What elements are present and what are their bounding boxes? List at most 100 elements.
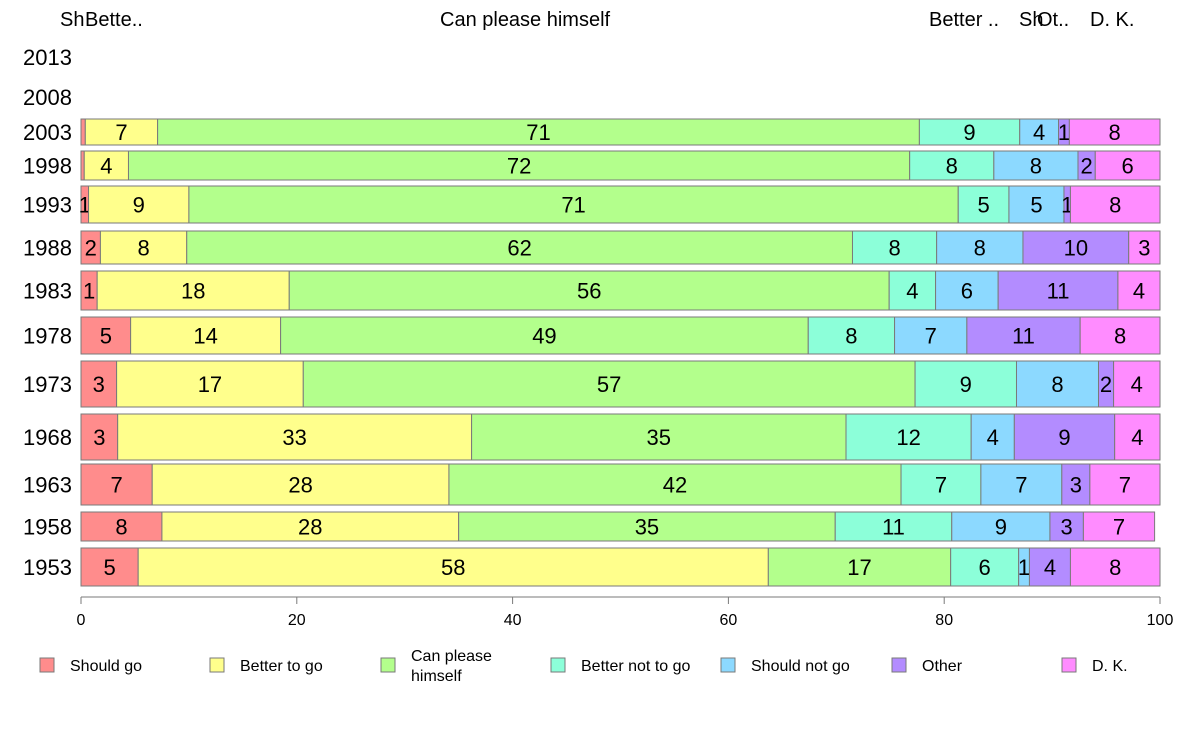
bar-segment bbox=[80, 463, 153, 506]
bar-segment bbox=[458, 511, 836, 542]
data-label: 8 bbox=[1109, 120, 1121, 145]
data-label: 3 bbox=[93, 425, 105, 450]
data-label: 9 bbox=[133, 193, 145, 218]
bar-segment bbox=[970, 413, 1015, 461]
bar-segment bbox=[997, 270, 1119, 311]
data-label: 7 bbox=[1015, 473, 1027, 498]
bar-segment bbox=[1008, 185, 1065, 224]
bar-segment bbox=[84, 118, 159, 146]
x-tick-label: 80 bbox=[935, 612, 953, 629]
bar-segment bbox=[186, 230, 853, 265]
data-label: 3 bbox=[1070, 473, 1082, 498]
data-label: 1 bbox=[79, 193, 91, 218]
series-header-label: Ot.. bbox=[1037, 9, 1069, 31]
legend-label: Better to go bbox=[240, 658, 323, 675]
bar-segment bbox=[936, 230, 1024, 265]
data-label: 4 bbox=[987, 425, 999, 450]
data-label: 7 bbox=[1119, 473, 1131, 498]
bar-segment bbox=[993, 150, 1079, 181]
data-label: 9 bbox=[1058, 425, 1070, 450]
legend-swatch bbox=[891, 657, 907, 673]
series-header-label: Sh bbox=[60, 9, 84, 31]
data-label: 7 bbox=[115, 120, 127, 145]
data-label: 3 bbox=[93, 372, 105, 397]
data-label: 8 bbox=[1114, 324, 1126, 349]
data-label: 12 bbox=[896, 425, 920, 450]
category-label: 2008 bbox=[23, 85, 72, 110]
data-label: 4 bbox=[1033, 120, 1045, 145]
data-label: 71 bbox=[561, 193, 585, 218]
data-label: 72 bbox=[507, 154, 531, 179]
data-label: 8 bbox=[1030, 154, 1042, 179]
data-label: 28 bbox=[298, 515, 322, 540]
bar-segment bbox=[1079, 316, 1161, 355]
category-label: 1963 bbox=[23, 473, 72, 498]
bar-segment bbox=[157, 118, 920, 146]
bar-segment bbox=[1061, 463, 1091, 506]
bar-segment bbox=[935, 270, 999, 311]
bar-segment bbox=[130, 316, 282, 355]
data-label: 2 bbox=[1100, 372, 1112, 397]
bar-segment bbox=[1128, 230, 1161, 265]
data-label: 8 bbox=[888, 236, 900, 261]
data-label: 1 bbox=[1058, 120, 1070, 145]
data-label: 17 bbox=[198, 372, 222, 397]
series-header-label: Bette.. bbox=[85, 9, 143, 31]
x-tick-label: 20 bbox=[288, 612, 306, 629]
legend-label: Other bbox=[922, 658, 963, 675]
bar-segment bbox=[127, 150, 911, 181]
category-label: 1978 bbox=[23, 324, 72, 349]
data-label: 11 bbox=[882, 515, 905, 540]
data-label: 5 bbox=[977, 193, 989, 218]
legend-label: Can please bbox=[411, 648, 492, 665]
data-label: 3 bbox=[1061, 515, 1073, 540]
bar-segment bbox=[1028, 547, 1071, 587]
data-label: 62 bbox=[507, 236, 531, 261]
bar-segment bbox=[950, 547, 1020, 587]
data-label: 3 bbox=[1138, 236, 1150, 261]
bar-segment bbox=[83, 150, 129, 181]
data-label: 9 bbox=[995, 515, 1007, 540]
data-label: 4 bbox=[1044, 555, 1056, 580]
data-label: 35 bbox=[647, 425, 671, 450]
data-label: 11 bbox=[1047, 279, 1070, 304]
bar-segment bbox=[161, 511, 460, 542]
bar-segment bbox=[767, 547, 952, 587]
bar-segment bbox=[80, 316, 132, 355]
data-label: 57 bbox=[597, 372, 621, 397]
data-label: 8 bbox=[115, 515, 127, 540]
bar-segment bbox=[1113, 360, 1161, 408]
data-label: 56 bbox=[577, 279, 601, 304]
data-label: 11 bbox=[1012, 324, 1035, 349]
bar-segment bbox=[966, 316, 1081, 355]
bar-segment bbox=[80, 118, 86, 146]
legend-swatch bbox=[380, 657, 396, 673]
bar-segment bbox=[851, 230, 938, 265]
data-label: 7 bbox=[935, 473, 947, 498]
bar-segment bbox=[1069, 185, 1161, 224]
x-tick-label: 40 bbox=[504, 612, 522, 629]
data-label: 8 bbox=[1109, 193, 1121, 218]
data-label: 33 bbox=[282, 425, 306, 450]
data-label: 9 bbox=[960, 372, 972, 397]
data-label: 8 bbox=[845, 324, 857, 349]
data-label: 4 bbox=[1131, 372, 1143, 397]
legend-swatch bbox=[209, 657, 225, 673]
bar-segment bbox=[80, 511, 163, 542]
bar-segment bbox=[888, 270, 937, 311]
series-header-label: Sh bbox=[1019, 9, 1043, 31]
bar-segment bbox=[80, 360, 118, 408]
data-label: 4 bbox=[100, 154, 112, 179]
data-label: 4 bbox=[1133, 279, 1145, 304]
legend-label: Should not go bbox=[751, 658, 850, 675]
legend-swatch bbox=[39, 657, 55, 673]
data-label: 4 bbox=[1131, 425, 1143, 450]
bar-segment bbox=[1082, 511, 1156, 542]
bar-segment bbox=[1094, 150, 1161, 181]
category-label: 2013 bbox=[23, 45, 72, 70]
bar-segment bbox=[471, 413, 847, 461]
data-label: 9 bbox=[963, 120, 975, 145]
category-label: 1983 bbox=[23, 279, 72, 304]
bar-segment bbox=[914, 360, 1017, 408]
